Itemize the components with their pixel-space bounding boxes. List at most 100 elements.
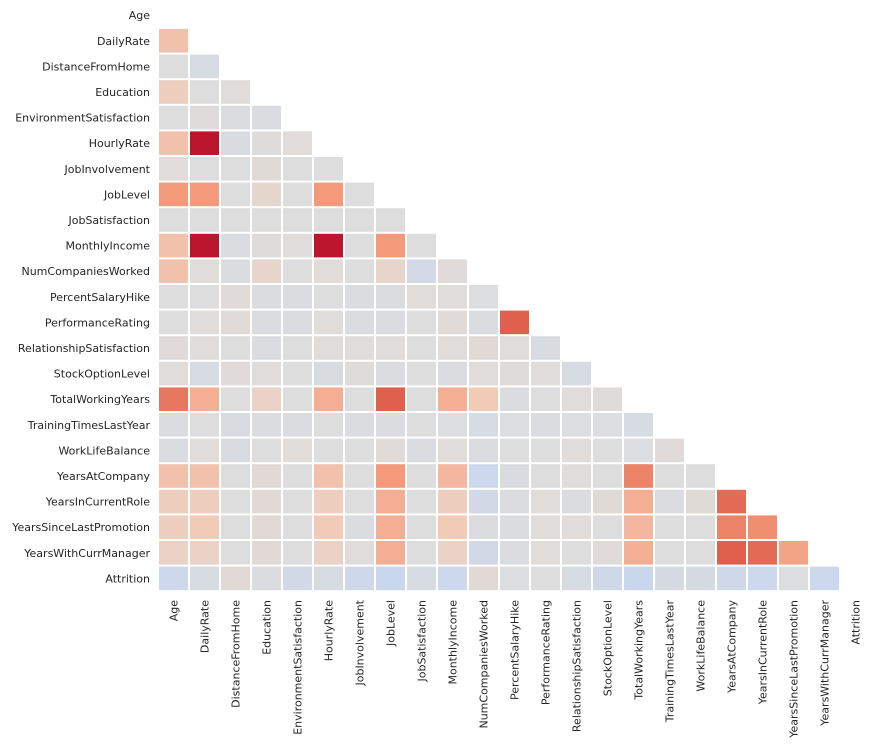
y-tick-label: DailyRate	[97, 35, 150, 48]
heatmap-cell-3-1	[190, 80, 219, 104]
heatmap-cell-17-0	[159, 438, 188, 463]
heatmap-cell-8-1	[190, 208, 219, 232]
heatmap-cell-18-5	[314, 464, 343, 488]
heatmap-cell-12-1	[190, 310, 219, 335]
heatmap-cell-12-3	[252, 310, 281, 335]
heatmap-cell-13-12	[531, 336, 560, 360]
heatmap-cell-11-8	[407, 285, 436, 309]
heatmap-cell-21-17	[686, 541, 715, 565]
heatmap-cell-20-19	[748, 515, 777, 539]
x-tick-label: JobSatisfaction	[416, 600, 429, 683]
heatmap-cell-15-1	[190, 387, 219, 411]
heatmap-cell-19-13	[562, 489, 591, 514]
heatmap-cell-19-8	[407, 489, 436, 514]
y-tick-label: PerformanceRating	[45, 316, 150, 329]
x-tick-label: Education	[261, 600, 274, 655]
heatmap-cell-3-2	[221, 80, 250, 104]
heatmap-cell-19-12	[531, 489, 560, 514]
heatmap-cell-22-3	[252, 566, 281, 591]
heatmap-cell-8-4	[283, 208, 312, 232]
heatmap-cell-18-8	[407, 464, 436, 488]
heatmap-cell-14-10	[469, 361, 498, 386]
heatmap-cell-19-10	[469, 489, 498, 514]
heatmap-cell-21-8	[407, 541, 436, 565]
heatmap-cell-20-4	[283, 515, 312, 539]
heatmap-cell-22-10	[469, 566, 498, 591]
heatmap-cell-12-0	[159, 310, 188, 335]
heatmap-cell-10-6	[345, 259, 374, 283]
heatmap-cell-9-8	[407, 233, 436, 258]
heatmap-cell-13-6	[345, 336, 374, 360]
y-tick-label: PercentSalaryHike	[50, 291, 150, 304]
heatmap-cell-22-2	[221, 566, 250, 591]
x-tick-label: HourlyRate	[323, 600, 336, 662]
heatmap-cell-10-3	[252, 259, 281, 283]
heatmap-cell-17-8	[407, 438, 436, 463]
heatmap-cell-18-7	[376, 464, 405, 488]
heatmap-cell-22-0	[159, 566, 188, 591]
heatmap-cell-4-2	[221, 105, 250, 130]
heatmap-cell-15-13	[562, 387, 591, 411]
heatmap-cell-17-2	[221, 438, 250, 463]
heatmap-cell-2-1	[190, 54, 219, 79]
heatmap-cell-13-2	[221, 336, 250, 360]
heatmap-cell-17-5	[314, 438, 343, 463]
heatmap-cell-8-7	[376, 208, 405, 232]
heatmap-cell-13-8	[407, 336, 436, 360]
heatmap-cell-17-7	[376, 438, 405, 463]
heatmap-cell-14-13	[562, 361, 591, 386]
heatmap-cell-21-18	[717, 541, 746, 565]
heatmap-cell-13-3	[252, 336, 281, 360]
heatmap-cell-19-5	[314, 489, 343, 514]
y-tick-label: DistanceFromHome	[42, 60, 150, 73]
heatmap-cell-12-9	[438, 310, 467, 335]
heatmap-cell-20-9	[438, 515, 467, 539]
heatmap-cell-18-1	[190, 464, 219, 488]
heatmap-cell-11-10	[469, 285, 498, 309]
heatmap-cell-22-21	[810, 566, 839, 591]
heatmap-cell-9-3	[252, 233, 281, 258]
heatmap-cell-14-1	[190, 361, 219, 386]
heatmap-cell-16-10	[469, 413, 498, 437]
heatmap-cell-1-0	[159, 29, 188, 53]
y-tick-label: Age	[129, 9, 151, 22]
heatmap-cell-20-16	[655, 515, 684, 539]
heatmap-cell-14-2	[221, 361, 250, 386]
y-tick-label: EnvironmentSatisfaction	[15, 112, 150, 125]
heatmap-cell-16-5	[314, 413, 343, 437]
heatmap-cell-15-5	[314, 387, 343, 411]
heatmap-cell-18-0	[159, 464, 188, 488]
heatmap-cell-21-12	[531, 541, 560, 565]
heatmap-cell-22-6	[345, 566, 374, 591]
heatmap-cell-17-13	[562, 438, 591, 463]
x-tick-label: DailyRate	[199, 600, 212, 653]
heatmap-cell-13-0	[159, 336, 188, 360]
heatmap-cell-18-12	[531, 464, 560, 488]
heatmap-cell-22-5	[314, 566, 343, 591]
heatmap-cell-22-18	[717, 566, 746, 591]
heatmap-cell-16-15	[624, 413, 653, 437]
heatmap-cell-9-7	[376, 233, 405, 258]
heatmap-cell-22-8	[407, 566, 436, 591]
heatmap-cell-18-15	[624, 464, 653, 488]
heatmap-cell-20-18	[717, 515, 746, 539]
x-tick-label: YearsAtCompany	[726, 600, 739, 694]
heatmap-cell-8-5	[314, 208, 343, 232]
heatmap-cell-7-1	[190, 182, 219, 207]
heatmap-cell-17-14	[593, 438, 622, 463]
heatmap-cell-11-4	[283, 285, 312, 309]
heatmap-cell-22-17	[686, 566, 715, 591]
heatmap-cell-10-1	[190, 259, 219, 283]
heatmap-cell-5-2	[221, 131, 250, 155]
heatmap-cell-19-15	[624, 489, 653, 514]
heatmap-cell-22-19	[748, 566, 777, 591]
heatmap-cell-21-11	[500, 541, 529, 565]
heatmap-cell-11-3	[252, 285, 281, 309]
heatmap-cell-13-7	[376, 336, 405, 360]
heatmap-cell-15-7	[376, 387, 405, 411]
heatmap-cell-15-8	[407, 387, 436, 411]
heatmap-cell-20-11	[500, 515, 529, 539]
x-tick-label: JobLevel	[385, 600, 398, 647]
heatmap-cell-18-13	[562, 464, 591, 488]
heatmap-cell-22-11	[500, 566, 529, 591]
